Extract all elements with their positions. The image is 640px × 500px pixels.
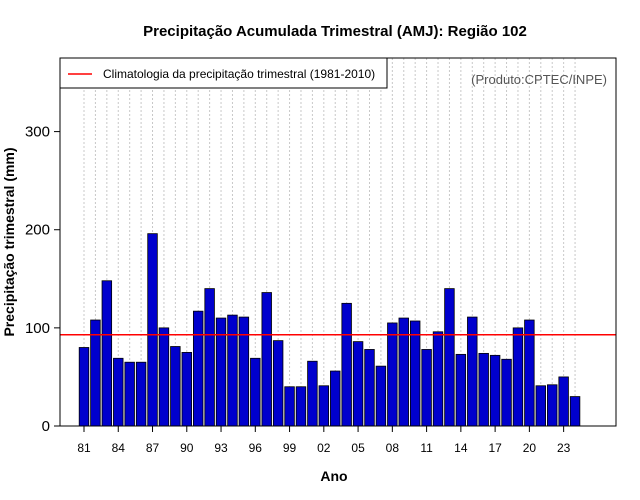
bar-1992 — [204, 288, 215, 427]
bar-series — [78, 233, 581, 427]
y-tick-label: 0 — [42, 418, 50, 435]
bar-2008 — [387, 322, 398, 427]
bar-1983 — [101, 280, 113, 427]
bar-2018 — [501, 358, 512, 427]
x-tick-label: 99 — [283, 441, 297, 455]
credit-text: (Produto:CPTEC/INPE) — [471, 72, 607, 87]
y-tick-label: 200 — [25, 222, 50, 239]
x-tick-label: 05 — [351, 441, 365, 455]
bar-2022 — [547, 384, 558, 427]
bar-2017 — [489, 354, 501, 427]
bar-1987 — [147, 233, 158, 427]
bar-2016 — [478, 352, 489, 427]
x-tick-label: 87 — [146, 441, 160, 455]
bar-1994 — [227, 314, 238, 427]
x-tick-label: 84 — [112, 441, 126, 455]
x-tick-label: 11 — [420, 441, 433, 455]
x-tick-label: 02 — [317, 441, 331, 455]
bar-1999 — [284, 386, 295, 427]
legend-box — [59, 57, 388, 89]
bar-2006 — [364, 349, 375, 427]
bar-2004 — [341, 302, 352, 427]
x-tick-label: 14 — [454, 441, 468, 455]
bar-1985 — [124, 361, 135, 427]
bar-1997 — [261, 292, 272, 427]
bar-2015 — [467, 316, 478, 427]
bar-2019 — [512, 327, 524, 427]
bar-2012 — [432, 331, 444, 427]
bar-2023 — [558, 376, 569, 427]
x-tick-label: 17 — [488, 441, 502, 455]
bar-2014 — [455, 353, 467, 427]
bar-1981 — [78, 347, 90, 427]
grid-lines — [83, 58, 576, 426]
x-axis-label: Ano — [320, 468, 347, 484]
y-axis: 0 100 200 300 — [25, 124, 60, 435]
bar-1989 — [170, 346, 181, 427]
bar-2013 — [444, 288, 455, 427]
bar-2001 — [307, 360, 318, 427]
bar-2003 — [330, 370, 341, 427]
x-tick-label: 08 — [386, 441, 400, 455]
legend-label: Climatologia da precipitação trimestral … — [103, 67, 375, 81]
bar-2000 — [295, 386, 307, 427]
bar-1984 — [113, 357, 124, 427]
x-tick-label: 96 — [249, 441, 263, 455]
bar-2010 — [409, 320, 421, 427]
x-tick-label: 81 — [77, 441, 91, 455]
bar-2020 — [524, 319, 535, 427]
bar-2007 — [375, 365, 387, 427]
bar-1988 — [158, 327, 170, 427]
bar-2011 — [421, 349, 432, 427]
x-tick-label: 23 — [557, 441, 571, 455]
legend: Climatologia da precipitação trimestral … — [59, 57, 388, 89]
bar-2024 — [569, 396, 581, 427]
chart-title: Precipitação Acumulada Trimestral (AMJ):… — [143, 23, 527, 40]
bar-1995 — [238, 316, 250, 427]
y-axis-label: Precipitação trimestral (mm) — [1, 147, 17, 336]
bar-1990 — [181, 351, 192, 427]
bar-1982 — [90, 319, 101, 427]
bar-1986 — [135, 361, 147, 427]
bar-1996 — [250, 357, 261, 427]
bar-1991 — [192, 310, 204, 427]
x-axis: 81 84 87 90 93 96 99 02 05 08 11 14 17 20 23 — [77, 426, 571, 455]
bar-1998 — [272, 340, 284, 427]
y-tick-label: 100 — [25, 320, 50, 337]
y-tick-label: 300 — [25, 124, 50, 141]
bar-2002 — [318, 385, 330, 427]
bar-2021 — [535, 385, 547, 427]
bar-2005 — [352, 341, 364, 427]
x-tick-label: 90 — [180, 441, 194, 455]
x-tick-label: 20 — [523, 441, 537, 455]
x-tick-label: 93 — [214, 441, 228, 455]
